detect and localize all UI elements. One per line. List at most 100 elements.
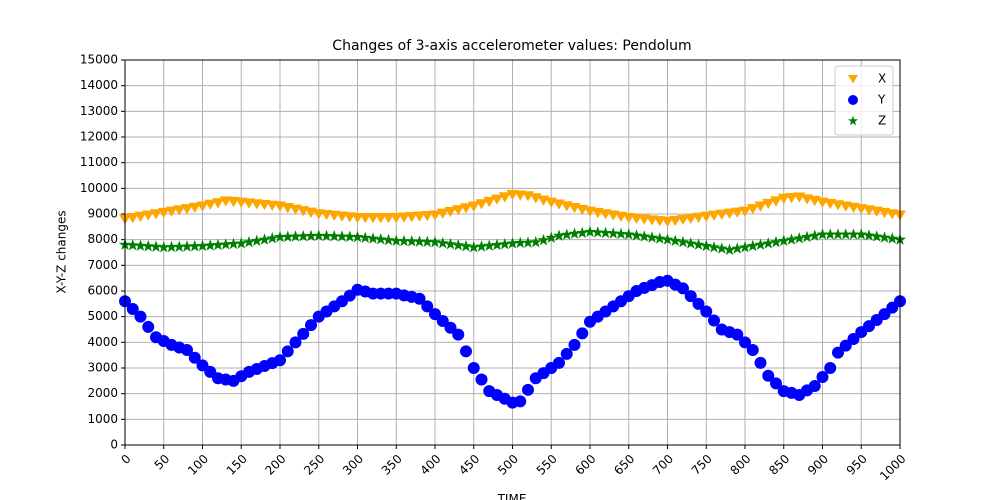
point (878, 231, 891, 243)
point (188, 240, 201, 252)
point (708, 241, 720, 253)
point (212, 198, 224, 209)
point (258, 233, 271, 245)
point (816, 228, 829, 240)
point (188, 351, 201, 364)
y-tick-label: 4000 (87, 335, 118, 349)
point (188, 202, 201, 213)
point (522, 383, 534, 396)
point (739, 336, 751, 349)
point (669, 215, 682, 227)
point (560, 228, 573, 240)
point (460, 345, 472, 358)
point (196, 201, 209, 212)
point (475, 240, 488, 252)
point (413, 211, 426, 222)
point (723, 208, 736, 219)
point (343, 230, 356, 242)
point (196, 239, 209, 252)
point (421, 300, 434, 313)
x-tick-label: 100 (185, 452, 211, 478)
point (173, 205, 186, 216)
x-tick-label: 250 (301, 452, 327, 478)
point (777, 193, 790, 204)
point (553, 229, 565, 241)
point (382, 213, 395, 224)
point (250, 234, 263, 247)
point (491, 194, 503, 205)
legend-marker (848, 115, 858, 126)
y-tick-label: 7000 (87, 258, 118, 272)
x-tick-label: 600 (572, 452, 598, 478)
point (770, 377, 782, 390)
point (398, 212, 410, 223)
legend-label: X (878, 72, 886, 86)
point (452, 328, 465, 341)
point (359, 231, 372, 243)
point (739, 241, 751, 253)
point (746, 204, 759, 215)
point (529, 235, 542, 248)
point (227, 237, 240, 250)
y-tick-label: 1000 (87, 412, 118, 426)
point (336, 230, 348, 242)
point (746, 239, 759, 252)
point (467, 201, 480, 212)
point (452, 239, 465, 251)
point (754, 238, 767, 250)
point (832, 346, 844, 359)
point (436, 208, 449, 219)
point (576, 327, 589, 340)
point (413, 235, 426, 247)
point (863, 229, 875, 241)
point (770, 196, 782, 207)
point (467, 362, 480, 374)
point (374, 233, 387, 245)
point (677, 282, 689, 295)
point (475, 199, 488, 210)
x-tick-label: 750 (689, 452, 715, 478)
y-tick-label: 13000 (80, 104, 118, 118)
point (367, 213, 379, 224)
point (181, 344, 193, 357)
point (374, 213, 387, 224)
series-1 (119, 274, 906, 409)
point (483, 239, 496, 251)
point (870, 230, 883, 242)
point (165, 240, 178, 253)
point (460, 240, 472, 252)
y-tick-label: 2000 (87, 386, 118, 400)
x-tick-label: 1000 (877, 452, 908, 483)
point (684, 290, 697, 303)
point (855, 228, 868, 240)
point (126, 239, 139, 251)
point (405, 212, 418, 223)
y-tick-label: 0 (110, 438, 118, 452)
point (126, 213, 139, 224)
point (436, 236, 449, 249)
point (591, 226, 604, 238)
point (754, 201, 767, 212)
point (847, 228, 860, 240)
point (824, 362, 837, 374)
point (150, 209, 162, 220)
y-tick-label: 3000 (87, 361, 118, 375)
y-tick-label: 5000 (87, 309, 118, 323)
point (181, 240, 193, 252)
point (537, 233, 550, 246)
point (669, 234, 682, 247)
x-tick-label: 0 (118, 452, 133, 467)
point (514, 395, 527, 408)
point (545, 231, 558, 243)
point (692, 238, 705, 250)
x-tick-label: 350 (379, 452, 405, 478)
x-tick-label: 800 (727, 452, 753, 478)
point (832, 228, 844, 240)
point (506, 237, 519, 249)
point (785, 233, 798, 245)
point (568, 227, 581, 239)
y-tick-label: 12000 (80, 130, 118, 144)
point (204, 239, 217, 251)
point (305, 319, 317, 332)
point (770, 235, 782, 248)
